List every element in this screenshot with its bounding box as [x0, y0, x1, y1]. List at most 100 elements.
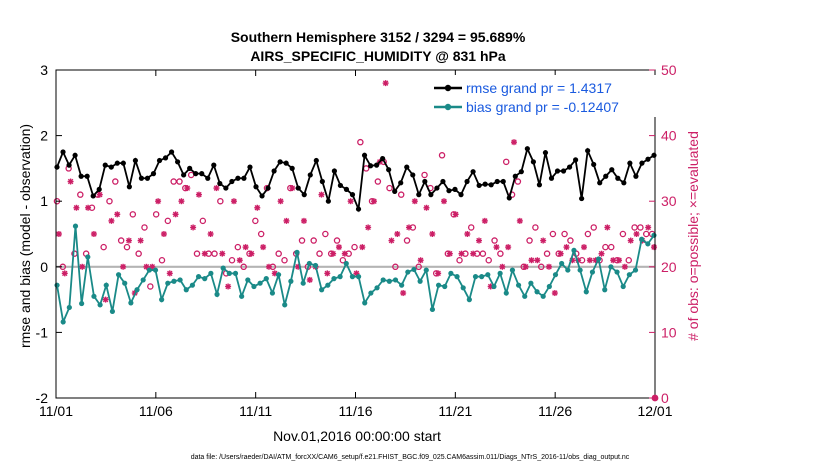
obs-evaluated-stroke: [167, 270, 173, 277]
bias-point: [491, 283, 497, 290]
obs-evaluated-stroke: [464, 231, 471, 237]
bias-point: [626, 272, 632, 278]
y-tick-label-right: 40: [661, 128, 677, 144]
bias-point: [485, 272, 491, 278]
obs-evaluated-stroke: [126, 237, 132, 244]
obs-possible-point: [421, 171, 428, 179]
obs-evaluated-point: [586, 257, 593, 264]
obs-evaluated-stroke: [417, 257, 424, 263]
obs-evaluated-point: [633, 231, 640, 237]
obs-possible-point: [257, 230, 265, 238]
obs-possible-point: [117, 237, 125, 244]
bias-point: [337, 274, 343, 280]
obs-evaluated-point: [155, 198, 162, 205]
obs-evaluated-stroke: [97, 191, 103, 198]
bias-point: [312, 262, 319, 269]
rmse-point: [156, 157, 163, 164]
obs-evaluated-stroke: [242, 244, 249, 250]
obs-evaluated-stroke: [493, 244, 500, 250]
bias-point: [134, 287, 140, 293]
rmse-point: [404, 164, 410, 170]
rmse-point: [458, 192, 464, 198]
obs-possible-point: [211, 250, 218, 257]
bias-point: [460, 285, 466, 291]
bias-point: [479, 274, 485, 280]
obs-evaluated-point: [382, 80, 389, 87]
bias-point: [386, 278, 392, 284]
rmse-point: [277, 159, 283, 165]
rmse-point: [325, 198, 331, 204]
rmse-point: [283, 160, 289, 166]
x-tick-label: 12/01: [637, 403, 672, 419]
obs-evaluated-point: [475, 237, 482, 244]
obs-evaluated-point: [546, 263, 553, 270]
rmse-point: [265, 185, 271, 191]
y-tick-label-left: 1: [40, 193, 48, 209]
obs-possible-point: [339, 256, 347, 264]
obs-evaluated-point: [394, 231, 401, 237]
obs-possible-point: [497, 250, 504, 257]
bias-point: [226, 270, 232, 276]
bias-markers: [54, 223, 657, 325]
bias-point: [466, 297, 472, 303]
bias-point: [435, 282, 442, 288]
rmse-point: [138, 175, 145, 181]
obs-evaluated-point: [102, 296, 109, 303]
y-ticks-right: 0 10 20 30 40 50: [649, 62, 677, 406]
rmse-point: [289, 165, 295, 171]
obs-possible-point: [129, 211, 137, 218]
bias-point: [343, 260, 349, 267]
obs-evaluated-point: [330, 250, 337, 257]
obs-evaluated-point: [563, 244, 570, 251]
obs-evaluated-stroke: [161, 231, 167, 237]
obs-evaluated-point: [516, 217, 523, 224]
obs-possible-point: [351, 243, 358, 251]
obs-evaluated-stroke: [534, 257, 541, 263]
obs-evaluated-point: [470, 250, 477, 257]
obs-evaluated-stroke: [79, 264, 85, 270]
obs-possible-point: [502, 158, 510, 166]
rmse-point: [295, 185, 301, 191]
bias-point: [300, 280, 306, 286]
bias-point: [72, 223, 79, 229]
obs-evaluated-point: [73, 204, 80, 211]
rmse-markers: [54, 146, 657, 212]
rmse-point: [54, 164, 60, 170]
rmse-point: [211, 162, 217, 168]
obs-possible-point: [275, 250, 282, 257]
bias-point: [183, 287, 189, 293]
rmse-point: [168, 149, 175, 155]
rmse-point: [223, 185, 229, 191]
obs-possible-point: [584, 230, 592, 238]
bias-point: [263, 276, 269, 282]
bias-point: [503, 290, 509, 296]
rmse-point: [446, 188, 452, 194]
obs-evaluated-point: [219, 250, 226, 257]
bias-point: [232, 270, 239, 276]
obs-evaluated-stroke: [56, 231, 62, 237]
obs-possible-point: [619, 230, 627, 238]
x-ticks: 11/01 11/06 11/11 11/16 11/21 11/26 12/01: [39, 70, 673, 419]
obs-evaluated-stroke: [330, 250, 336, 257]
obs-possible-point: [543, 250, 551, 257]
rmse-point: [434, 185, 440, 191]
bias-point: [454, 274, 460, 280]
obs-evaluated-point: [423, 204, 430, 211]
obs-evaluated-stroke: [207, 231, 214, 237]
obs-evaluated-stroke: [452, 211, 459, 218]
legend-rmse-label: rmse grand pr = 1.4317: [466, 80, 612, 96]
bias-point: [159, 297, 165, 303]
obs-evaluated-point: [557, 250, 564, 257]
obs-evaluated-stroke: [219, 250, 226, 257]
bias-point: [79, 300, 85, 307]
obs-evaluated-stroke: [85, 205, 91, 211]
bias-point: [171, 278, 177, 284]
bias-point: [251, 283, 257, 290]
obs-evaluated-stroke: [517, 218, 523, 224]
y-tick-label-right: 30: [661, 193, 677, 209]
obs-evaluated-point: [125, 237, 132, 244]
obs-evaluated-point: [61, 270, 68, 277]
obs-evaluated-point: [195, 191, 202, 198]
obs-evaluated-point: [370, 198, 377, 205]
